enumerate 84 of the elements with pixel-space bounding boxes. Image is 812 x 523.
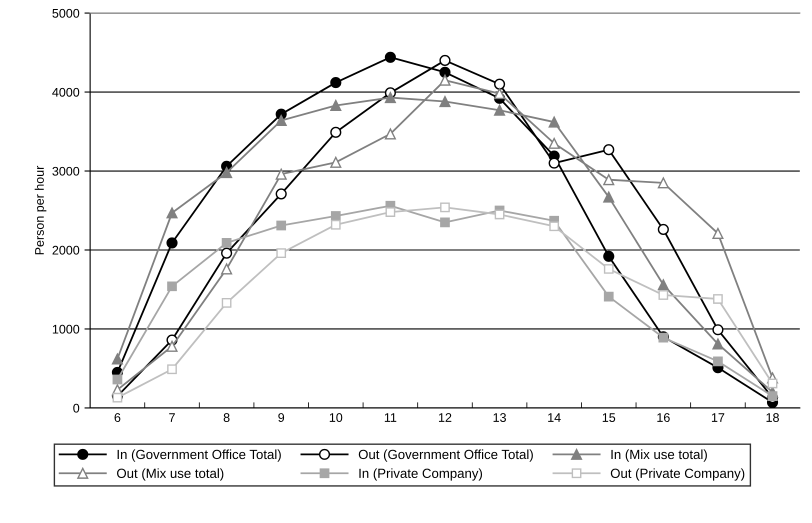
point [221,248,232,259]
point [276,188,287,200]
point [658,224,669,236]
point [548,158,560,169]
x-tick-label: 9 [278,413,284,422]
point [166,237,178,248]
point [440,202,450,212]
legend-label: In (Government Office Total) [118,449,281,462]
point [604,292,614,302]
y-tick-label: 5000 [52,8,80,18]
point [222,298,232,308]
y-axis-title: Person per hour [34,166,46,254]
point [712,338,724,350]
point [494,88,506,100]
point [276,248,286,258]
point [112,374,122,384]
y-tick-label: 3000 [52,166,80,176]
x-tick-label: 13 [494,413,506,422]
point [713,294,723,304]
point [330,126,342,138]
x-tick-label: 15 [602,413,616,422]
point [330,156,342,168]
x-tick-label: 10 [330,413,342,422]
point [658,290,668,300]
point [276,114,287,126]
point [330,100,342,112]
x-tick-label: 6 [114,413,120,422]
point [440,217,450,228]
point [221,167,232,178]
point [548,138,560,149]
point [276,220,286,230]
point [166,207,178,218]
x-tick-label: 7 [169,413,175,422]
point [386,207,396,217]
point [712,324,724,336]
point [604,264,614,274]
x-tick-label: 14 [548,413,561,422]
point [439,74,451,86]
point [768,391,778,401]
point [494,78,506,90]
x-tick-label: 18 [766,413,779,422]
point [222,238,232,248]
y-tick-label: 1000 [52,324,80,334]
y-tick-label: 4000 [52,88,80,97]
x-tick-label: 17 [712,413,724,422]
point [166,340,178,352]
legend-label: Out (Mix use total) [117,468,224,481]
point [658,177,669,188]
point [712,228,724,239]
point [713,356,723,366]
point [384,128,396,140]
x-tick-label: 16 [657,413,670,422]
point [330,220,341,230]
point [603,174,614,186]
point [439,66,451,78]
point [330,77,342,88]
x-tick-label: 12 [438,413,452,422]
point [167,281,177,292]
point [494,104,506,116]
point [384,52,396,63]
legend-label: Out (Government Office Total) [358,449,533,462]
point [276,168,287,180]
point [548,116,560,128]
point [221,263,232,275]
legend-label: In (Mix use total) [611,449,707,462]
point [439,54,451,66]
legend-label: In (Private Company) [359,468,482,481]
x-tick-label: 8 [224,413,230,422]
y-tick-label: 2000 [52,246,80,255]
point [330,211,341,221]
x-tick-label: 11 [384,413,396,422]
point [603,144,614,156]
point [112,353,123,365]
point [549,221,560,232]
legend-label: Out (Private Company) [610,468,744,481]
point [384,92,396,104]
point [768,378,778,388]
point [603,192,614,203]
point [439,96,451,108]
point [603,250,614,262]
y-tick-label: 0 [73,404,80,413]
point [494,210,504,220]
point [167,364,177,374]
point [658,279,669,290]
